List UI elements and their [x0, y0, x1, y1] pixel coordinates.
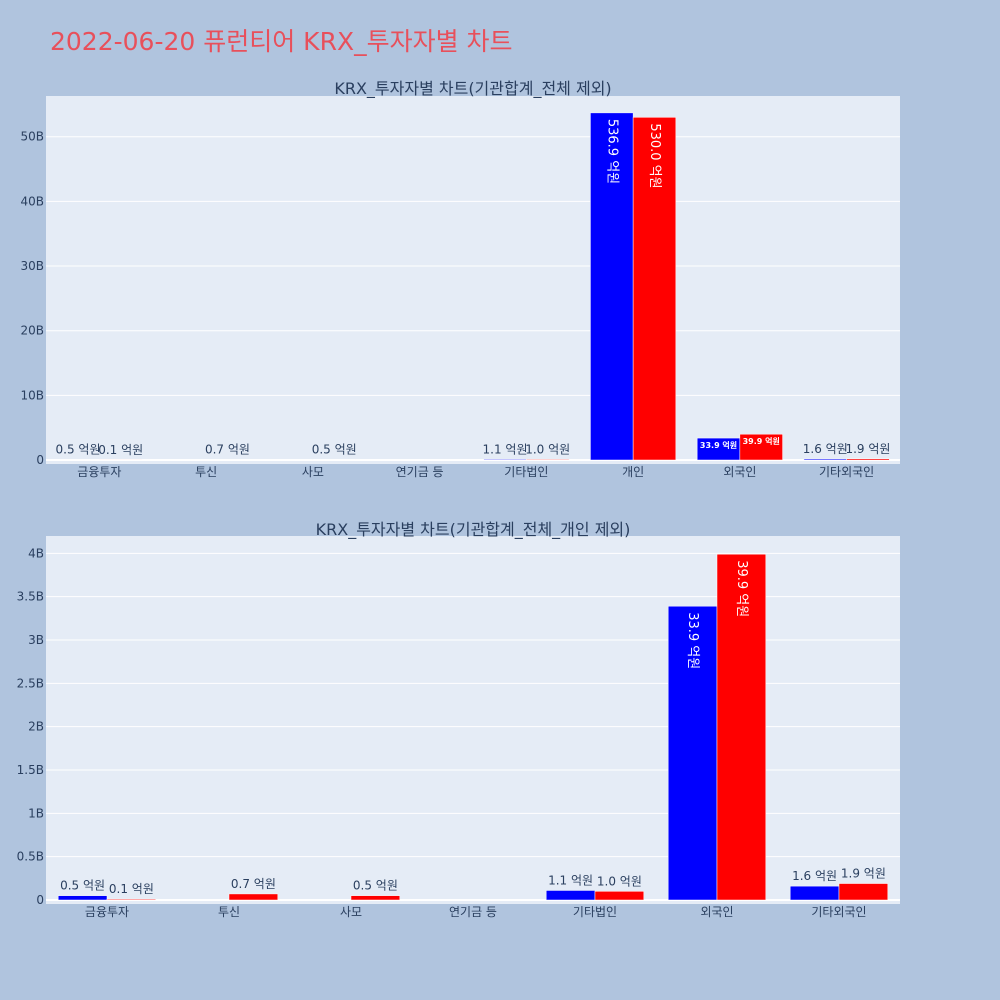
bar — [846, 458, 890, 461]
y-tick-label: 1.5B — [17, 763, 44, 777]
bar — [106, 898, 157, 901]
data-label: 0.1 억원 — [98, 443, 143, 457]
data-label: 1.1 억원 — [548, 873, 593, 887]
x-tick-label: 투신 — [218, 905, 240, 919]
data-label: 1.1 억원 — [483, 442, 528, 456]
y-tick-label: 1B — [28, 806, 44, 820]
data-label: 0.5 억원 — [353, 879, 398, 893]
bar — [57, 895, 108, 901]
x-tick-label: 기타법인 — [504, 465, 548, 479]
data-label: 39.9 억원 — [743, 436, 780, 446]
data-label: 1.9 억원 — [845, 442, 890, 456]
x-tick-label: 투신 — [195, 465, 217, 479]
x-tick-label: 연기금 등 — [449, 905, 497, 919]
data-label: 0.5 억원 — [56, 443, 101, 457]
y-tick-label: 2.5B — [17, 676, 44, 690]
y-tick-label: 2B — [28, 720, 44, 734]
data-label: 33.9 억원 — [700, 440, 737, 450]
y-tick-label: 3.5B — [17, 590, 44, 604]
data-label: 0.7 억원 — [231, 877, 276, 891]
y-tick-label: 0 — [36, 453, 44, 467]
data-label: 1.6 억원 — [792, 869, 837, 883]
data-label: 33.9 억원 — [685, 612, 700, 669]
chart-panel-1: 0 10B 20B 30B 40B 50B KRX_투자자별 차트(기관합계_전체 제외) 금… — [20, 79, 900, 479]
bar — [483, 459, 527, 461]
y-tick-label: 0.5B — [17, 850, 44, 864]
bar — [838, 883, 889, 901]
data-label: 1.0 억원 — [597, 874, 642, 888]
x-tick-label: 금융투자 — [85, 905, 129, 919]
x-tick-label: 사모 — [302, 465, 324, 479]
x-tick-label: 연기금 등 — [396, 465, 444, 479]
data-label: 530.0 억원 — [647, 123, 662, 188]
plot-area — [46, 536, 900, 904]
data-label: 0.7 억원 — [205, 443, 250, 457]
data-label: 0.5 억원 — [312, 443, 357, 457]
bar — [632, 117, 677, 461]
bar — [739, 433, 783, 461]
bar — [526, 459, 570, 461]
bar — [594, 891, 645, 901]
x-tick-label: 사모 — [340, 905, 362, 919]
x-tick-label: 개인 — [622, 465, 644, 479]
chart-panel-2: 0 0.5B 1B 1.5B 2B 2.5B 3B 3.5B 4B KRX_투자자별 차트(기관합… — [17, 520, 900, 919]
data-label: 0.5 억원 — [60, 879, 105, 893]
bar — [228, 893, 279, 901]
y-tick-label: 3B — [28, 633, 44, 647]
y-tick-label: 10B — [20, 388, 44, 402]
y-tick-label: 40B — [20, 194, 44, 208]
x-tick-label: 기타외국인 — [819, 465, 874, 479]
x-tick-label: 금융투자 — [77, 465, 121, 479]
y-tick-label: 20B — [20, 324, 44, 338]
bar — [716, 553, 767, 901]
bar — [803, 458, 847, 461]
x-tick-label: 기타외국인 — [811, 905, 866, 919]
x-tick-label: 외국인 — [723, 465, 756, 479]
x-tick-label: 외국인 — [700, 905, 733, 919]
x-tick-label: 기타법인 — [573, 905, 617, 919]
data-label: 39.9 억원 — [734, 560, 749, 617]
chart-title: KRX_투자자별 차트(기관합계_전체_개인 제외) — [316, 520, 631, 540]
y-tick-label: 0 — [36, 893, 44, 907]
y-tick-label: 4B — [28, 546, 44, 560]
bar — [667, 605, 718, 901]
bar — [545, 890, 596, 901]
data-label: 1.6 억원 — [803, 442, 848, 456]
data-label: 0.1 억원 — [109, 882, 154, 896]
page-title: 2022-06-20 퓨런티어 KRX_투자자별 차트 — [50, 27, 513, 56]
data-label: 1.9 억원 — [841, 867, 886, 881]
bar — [789, 885, 840, 901]
y-tick-label: 50B — [20, 130, 44, 144]
data-label: 536.9 억원 — [604, 119, 619, 184]
plot-area — [46, 96, 900, 464]
bar — [350, 895, 401, 901]
data-label: 1.0 억원 — [525, 442, 570, 456]
y-tick-label: 30B — [20, 259, 44, 273]
chart-title: KRX_투자자별 차트(기관합계_전체 제외) — [334, 79, 611, 99]
